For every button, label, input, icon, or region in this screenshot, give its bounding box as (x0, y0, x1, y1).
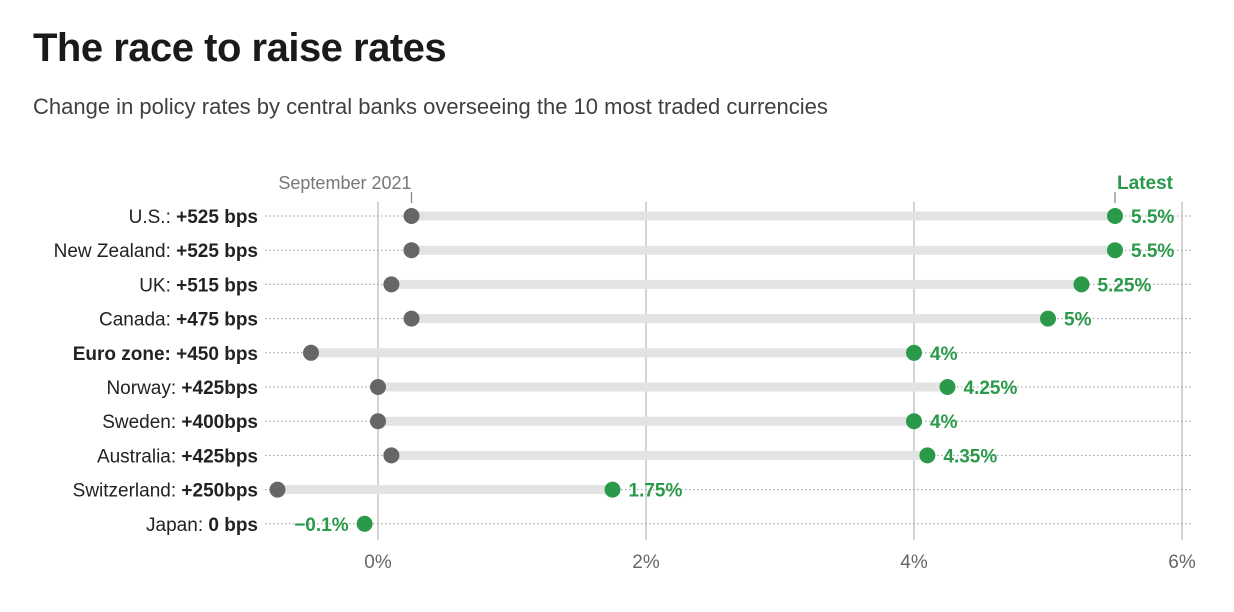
chart-row: U.S.: +525 bps 5.5% (129, 207, 1192, 228)
chart-row: Switzerland: +250bps 1.75% (73, 481, 1192, 502)
end-point (1073, 276, 1090, 293)
end-value-label: 4% (930, 412, 958, 433)
start-point (370, 413, 386, 430)
country-name: Euro zone: (73, 344, 176, 365)
row-label: UK: +515 bps (139, 275, 258, 296)
end-value-label: 5.5% (1131, 207, 1174, 228)
end-point (906, 413, 922, 430)
country-name: Sweden: (102, 412, 181, 433)
start-point (403, 208, 420, 224)
start-point (383, 447, 400, 464)
row-label: Australia: +425bps (97, 446, 258, 467)
row-label: Switzerland: +250bps (73, 481, 258, 502)
end-point (939, 379, 956, 395)
x-tick-label: 4% (900, 552, 928, 573)
row-label: Canada: +475 bps (99, 310, 258, 331)
change-value: 0 bps (208, 515, 258, 536)
row-label: Norway: +425bps (106, 378, 258, 399)
end-point (906, 344, 922, 361)
start-point (370, 379, 386, 395)
change-value: +475 bps (176, 310, 258, 331)
x-tick-label: 2% (632, 552, 660, 573)
chart-row: Japan: 0 bps −0.1% (146, 515, 1192, 536)
change-value: +425bps (181, 378, 258, 399)
country-name: Norway: (106, 378, 181, 399)
end-value-label: −0.1% (294, 515, 349, 536)
country-name: Australia: (97, 446, 181, 467)
end-value-label: 5.25% (1098, 275, 1152, 296)
x-axis: 0% 2% 4% 6% September 2021 Latest (278, 173, 1195, 573)
row-label: Euro zone: +450 bps (73, 344, 258, 365)
chart-row: Australia: +425bps 4.35% (97, 446, 1192, 467)
end-point (1040, 310, 1056, 327)
chart-row: Canada: +475 bps 5% (99, 310, 1192, 331)
end-value-label: 5% (1064, 310, 1092, 331)
start-point (269, 481, 286, 498)
start-point (403, 242, 420, 259)
end-annotation: Latest (1117, 173, 1174, 194)
country-name: Canada: (99, 310, 176, 331)
row-label: Japan: 0 bps (146, 515, 258, 536)
end-point (604, 481, 621, 498)
row-label: Sweden: +400bps (102, 412, 258, 433)
chart-rows: U.S.: +525 bps 5.5% New Zealand: +525 bps 5… (54, 207, 1192, 536)
change-value: +515 bps (176, 275, 258, 296)
chart-row: Norway: +425bps 4.25% (106, 378, 1192, 399)
start-point (383, 276, 400, 293)
end-value-label: 5.5% (1131, 241, 1174, 262)
gridlines (377, 202, 1183, 540)
x-tick-label: 0% (364, 552, 392, 573)
end-point (1107, 242, 1123, 259)
change-value: +525 bps (176, 207, 258, 228)
end-point (1107, 208, 1123, 224)
change-value: +450 bps (176, 344, 258, 365)
chart-row: Euro zone: +450 bps 4% (73, 344, 1192, 365)
chart-row: UK: +515 bps 5.25% (139, 275, 1192, 296)
end-value-label: 4.35% (943, 446, 997, 467)
end-point (356, 515, 373, 532)
chart-title: The race to raise rates (33, 26, 447, 70)
start-point (303, 344, 319, 361)
start-point (403, 310, 420, 327)
change-value: +425bps (181, 446, 258, 467)
start-annotation: September 2021 (278, 173, 411, 193)
country-name: New Zealand: (54, 241, 177, 262)
country-name: UK: (139, 275, 176, 296)
row-label: U.S.: +525 bps (129, 207, 258, 228)
country-name: Japan: (146, 515, 208, 536)
chart-subtitle: Change in policy rates by central banks … (33, 94, 828, 119)
end-point (919, 447, 936, 464)
chart-row: New Zealand: +525 bps 5.5% (54, 241, 1192, 262)
end-value-label: 4.25% (964, 378, 1018, 399)
change-value: +250bps (181, 481, 258, 502)
change-value: +525 bps (176, 241, 258, 262)
row-label: New Zealand: +525 bps (54, 241, 258, 262)
chart-row: Sweden: +400bps 4% (102, 412, 1192, 433)
country-name: U.S.: (129, 207, 177, 228)
end-value-label: 1.75% (629, 481, 683, 502)
change-value: +400bps (181, 412, 258, 433)
country-name: Switzerland: (73, 481, 182, 502)
x-tick-label: 6% (1168, 552, 1196, 573)
end-value-label: 4% (930, 344, 958, 365)
